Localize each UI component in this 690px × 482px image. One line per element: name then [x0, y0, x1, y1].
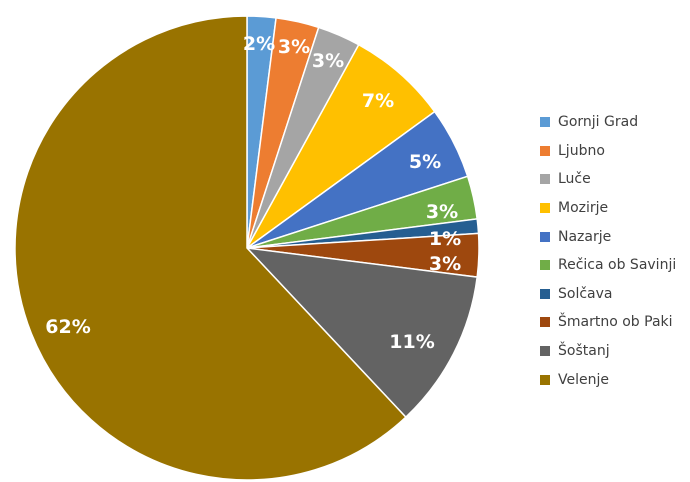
legend-label: Gornji Grad [558, 114, 639, 131]
legend-label: Velenje [558, 371, 609, 388]
legend-item: Gornji Grad [540, 108, 676, 137]
legend-swatch [540, 174, 550, 185]
legend-label: Šoštanj [558, 343, 610, 360]
legend-item: Velenje [540, 365, 676, 394]
legend-item: Šoštanj [540, 337, 676, 366]
data-label: 7% [362, 90, 394, 112]
pie-slices [14, 15, 480, 481]
legend-swatch [540, 203, 550, 214]
data-label: 62% [45, 316, 90, 338]
legend-item: Šmartno ob Paki [540, 308, 676, 337]
legend: Gornji Grad Ljubno Luče Mozirje Nazarje Rečic… [540, 108, 676, 394]
legend-label: Rečica ob Savinji [558, 257, 677, 274]
data-label: 5% [409, 151, 441, 173]
legend-swatch [540, 288, 550, 299]
data-label: 3% [278, 36, 310, 58]
legend-swatch [540, 374, 550, 385]
legend-item: Nazarje [540, 222, 676, 251]
legend-swatch [540, 317, 550, 328]
data-label: 2% [243, 33, 275, 55]
legend-label: Šmartno ob Paki [558, 314, 673, 331]
legend-swatch [540, 117, 550, 128]
legend-label: Solčava [558, 285, 613, 302]
pie-slice-velenje [14, 15, 407, 481]
legend-label: Nazarje [558, 228, 612, 245]
legend-item: Rečica ob Savinji [540, 251, 676, 280]
data-label: 11% [389, 331, 434, 353]
data-label: 3% [312, 50, 344, 72]
legend-item: Solčava [540, 280, 676, 309]
legend-item: Luče [540, 165, 676, 194]
legend-item: Ljubno [540, 137, 676, 166]
legend-label: Mozirje [558, 200, 609, 217]
legend-item: Mozirje [540, 194, 676, 223]
legend-label: Luče [558, 171, 591, 188]
legend-swatch [540, 231, 550, 242]
pie-slice--o-tanj [245, 246, 479, 419]
legend-swatch [540, 260, 550, 271]
pie-slice-mozirje [246, 43, 436, 249]
data-label: 3% [426, 201, 458, 223]
data-label: 1% [429, 228, 461, 250]
legend-swatch [540, 346, 550, 357]
pie-data-labels: 2% 3%3%7%5%3%1%3%11%62% [45, 33, 461, 353]
legend-swatch [540, 145, 550, 156]
data-label: 3% [429, 253, 461, 275]
legend-label: Ljubno [558, 142, 605, 159]
